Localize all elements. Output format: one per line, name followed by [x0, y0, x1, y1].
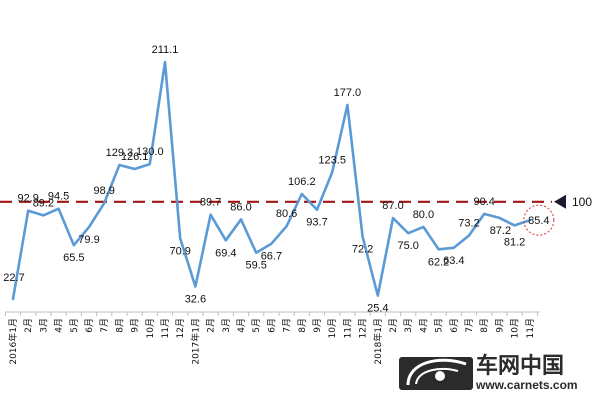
data-label: 129.3 — [106, 147, 134, 159]
data-label: 62.2 — [428, 256, 449, 268]
x-tick-label: 9月 — [130, 318, 141, 333]
x-tick-label: 2月 — [206, 318, 217, 333]
x-tick-label: 5月 — [251, 318, 262, 333]
x-tick-label: 2017年1月 — [189, 318, 201, 365]
x-tick-label: 3月 — [221, 318, 232, 333]
highlight-circle — [523, 204, 555, 236]
watermark-url: www.carnets.com — [475, 378, 578, 392]
x-tick-label: 10月 — [327, 318, 338, 338]
data-label: 89.7 — [200, 197, 221, 209]
data-label: 90.4 — [473, 196, 494, 208]
data-label: 86.0 — [230, 201, 251, 213]
x-tick-label: 2016年1月 — [7, 318, 19, 365]
watermark: 车网中国 www.carnets.com — [399, 353, 578, 392]
data-label: 123.5 — [318, 154, 346, 166]
x-tick-label: 12月 — [358, 318, 369, 338]
x-ticks — [4, 312, 538, 316]
data-label: 87.0 — [382, 200, 403, 212]
x-tick-label: 9月 — [494, 318, 505, 333]
x-tick-label: 11月 — [342, 318, 353, 338]
data-label: 75.0 — [397, 240, 418, 252]
x-tick-label: 4月 — [236, 318, 247, 333]
data-label: 98.9 — [93, 185, 114, 197]
x-tick-label: 5月 — [434, 318, 445, 333]
data-label: 80.6 — [276, 208, 297, 220]
data-label: 63.4 — [443, 255, 464, 267]
data-label: 65.5 — [63, 252, 84, 264]
data-label: 66.7 — [261, 251, 282, 263]
x-tick-label: 9月 — [312, 318, 323, 333]
data-label: 94.5 — [48, 191, 69, 203]
x-tick-label: 7月 — [99, 318, 110, 333]
x-tick-label: 11月 — [525, 318, 536, 338]
x-tick-label: 3月 — [38, 318, 49, 333]
x-tick-labels: 2016年1月 2月 3月 4月 5月 6月 7月 8月 9月 10月 11月 12月 2017年1月 2… — [7, 318, 536, 365]
x-tick-label: 6月 — [84, 318, 95, 333]
data-label: 92.9 — [17, 193, 38, 205]
x-tick-label: 10月 — [145, 318, 156, 338]
data-label: 106.2 — [288, 176, 316, 188]
data-label: 72.2 — [352, 244, 373, 256]
data-label: 25.4 — [367, 303, 388, 315]
data-label: 80.0 — [413, 209, 434, 221]
data-label: 211.1 — [152, 44, 179, 56]
x-tick-label: 6月 — [449, 318, 460, 333]
data-label: 93.7 — [306, 217, 327, 229]
x-tick-label: 5月 — [69, 318, 80, 333]
x-tick-label: 4月 — [54, 318, 65, 333]
data-label: 87.2 — [490, 225, 511, 237]
data-label: 89.2 — [33, 197, 54, 209]
x-tick-label: 6月 — [266, 318, 277, 333]
data-label: 70.9 — [169, 245, 190, 257]
x-tick-label: 8月 — [479, 318, 490, 333]
data-labels: 22.7 92.989.294.5 65.5 79.9 98.9 129.3126.113… — [3, 44, 549, 315]
carnets-logo-icon — [399, 357, 473, 390]
x-tick-label: 7月 — [464, 318, 475, 333]
data-label: 85.4 — [528, 215, 549, 227]
x-tick-label: 2018年1月 — [372, 318, 384, 365]
x-tick-label: 11月 — [160, 318, 171, 338]
x-tick-label: 8月 — [297, 318, 308, 333]
data-label: 126.1 — [121, 151, 149, 163]
x-tick-label: 3月 — [403, 318, 414, 333]
watermark-cn: 车网中国 — [476, 353, 564, 379]
reference-marker — [554, 194, 566, 209]
reference-label: 100 — [572, 195, 592, 209]
data-label: 73.2 — [458, 218, 479, 230]
series-line — [11, 60, 532, 301]
data-label: 69.4 — [215, 247, 236, 259]
data-label: 22.7 — [3, 272, 24, 284]
data-label: 81.2 — [504, 236, 525, 248]
x-tick-label: 2月 — [388, 318, 399, 333]
x-tick-label: 10月 — [510, 318, 521, 338]
data-label: 59.5 — [245, 260, 266, 272]
data-label: 130.0 — [136, 146, 164, 158]
data-label: 177.0 — [334, 87, 362, 99]
x-tick-label: 4月 — [418, 318, 429, 333]
x-tick-label: 7月 — [282, 318, 293, 333]
x-tick-label: 8月 — [114, 318, 125, 333]
data-label: 79.9 — [78, 234, 99, 246]
x-tick-label: 12月 — [175, 318, 186, 338]
x-tick-label: 2月 — [23, 318, 34, 333]
data-label: 32.6 — [185, 294, 206, 306]
